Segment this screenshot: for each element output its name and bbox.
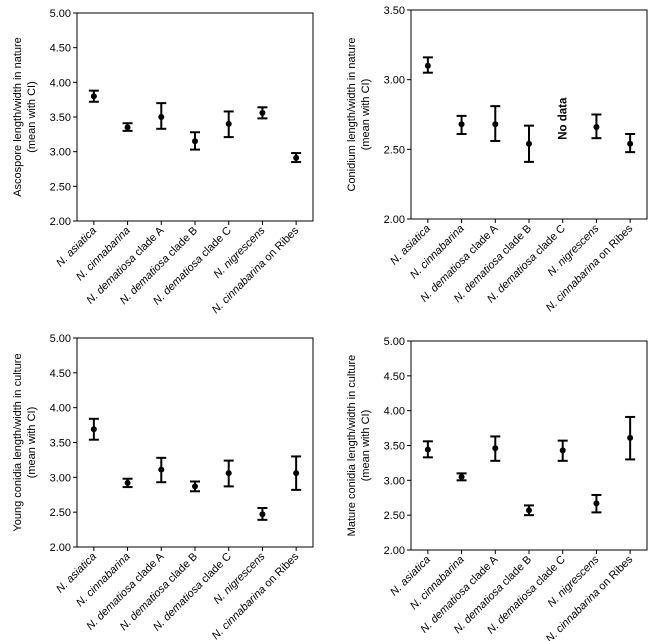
y-tick-label: 3.00 [384, 475, 405, 487]
mean-point [627, 434, 634, 441]
y-tick-label: 2.00 [50, 542, 71, 554]
mean-point [559, 447, 566, 454]
mean-point [627, 140, 634, 147]
mean-point [424, 446, 431, 453]
y-tick-label: 3.50 [50, 112, 71, 124]
y-axis-label: Ascospore length/width in nature (mean wi… [12, 37, 38, 197]
plot-frame [76, 337, 314, 548]
y-axis-label: Young conidia length/width in culture (me… [12, 353, 38, 531]
y-tick-label: 5.00 [384, 336, 405, 348]
mean-point [124, 124, 131, 131]
y-tick-label: 2.00 [384, 214, 405, 226]
mean-point [526, 507, 532, 514]
mean-point [458, 473, 465, 480]
y-tick-label: 3.00 [50, 147, 71, 159]
mean-point [293, 154, 300, 161]
mean-point [158, 114, 165, 120]
mean-point [593, 124, 600, 131]
mean-point [259, 511, 266, 518]
mean-point [124, 479, 131, 486]
y-tick-label: 3.50 [384, 5, 405, 17]
y-tick-label: 2.00 [50, 216, 71, 228]
mean-point [458, 121, 465, 128]
y-tick-label: 5.00 [50, 333, 71, 345]
y-tick-label: 4.50 [50, 43, 71, 55]
y-tick-label: 4.00 [50, 403, 71, 415]
y-tick-label: 4.00 [384, 406, 405, 418]
mean-point [158, 466, 165, 473]
mean-point [90, 426, 97, 433]
y-tick-label: 4.50 [384, 371, 405, 383]
mean-point [293, 470, 300, 477]
mean-point [192, 138, 198, 145]
y-tick-label: 2.50 [50, 507, 71, 519]
y-tick-label: 3.00 [384, 75, 405, 87]
plot-frame [410, 9, 648, 220]
mean-point [225, 120, 232, 127]
y-axis-label: Mature conidia length/width in culture (m… [346, 355, 372, 537]
mean-point [526, 140, 532, 147]
plot-frame [410, 340, 648, 551]
mean-point [593, 500, 600, 507]
y-tick-label: 3.50 [384, 441, 405, 453]
y-tick-label: 2.50 [384, 144, 405, 156]
y-tick-label: 2.50 [384, 510, 405, 522]
mean-point [424, 62, 431, 69]
mean-point [192, 483, 198, 490]
mean-point [90, 93, 97, 100]
mean-point [225, 470, 232, 477]
plot-frame [76, 12, 314, 222]
y-tick-label: 4.00 [50, 77, 71, 89]
y-tick-label: 5.00 [50, 8, 71, 20]
chart-panel-1: 2.002.503.003.504.004.505.00N. asiaticaN… [12, 8, 314, 316]
y-tick-label: 2.00 [384, 545, 405, 557]
no-data-annotation: No data [558, 97, 570, 140]
y-tick-label: 3.50 [50, 438, 71, 450]
y-tick-label: 2.50 [50, 181, 71, 193]
y-tick-label: 4.50 [50, 368, 71, 380]
y-axis-label: Conidium length/width in nature (mean wit… [346, 37, 372, 191]
mean-point [259, 109, 266, 116]
chart-panel-4: 2.002.503.003.504.004.505.00N. asiaticaN… [346, 336, 648, 641]
mean-point [492, 445, 499, 452]
chart-panel-3: 2.002.503.003.504.004.505.00N. asiaticaN… [12, 333, 314, 641]
y-tick-label: 3.00 [50, 472, 71, 484]
mean-point [492, 121, 499, 128]
